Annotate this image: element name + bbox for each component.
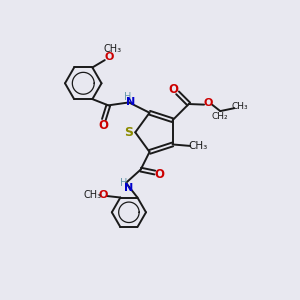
Text: O: O xyxy=(168,83,178,96)
Text: S: S xyxy=(124,126,133,139)
Text: CH₃: CH₃ xyxy=(189,141,208,151)
Text: O: O xyxy=(98,119,108,132)
Text: O: O xyxy=(203,98,213,108)
Text: H: H xyxy=(120,178,128,188)
Text: O: O xyxy=(155,167,165,181)
Text: H: H xyxy=(124,92,131,102)
Text: CH₃: CH₃ xyxy=(231,102,248,111)
Text: N: N xyxy=(124,183,134,193)
Text: O: O xyxy=(104,52,114,61)
Text: CH₃: CH₃ xyxy=(84,190,102,200)
Text: CH₂: CH₂ xyxy=(212,112,228,121)
Text: O: O xyxy=(98,190,108,200)
Text: CH₃: CH₃ xyxy=(103,44,121,54)
Text: N: N xyxy=(126,97,136,107)
